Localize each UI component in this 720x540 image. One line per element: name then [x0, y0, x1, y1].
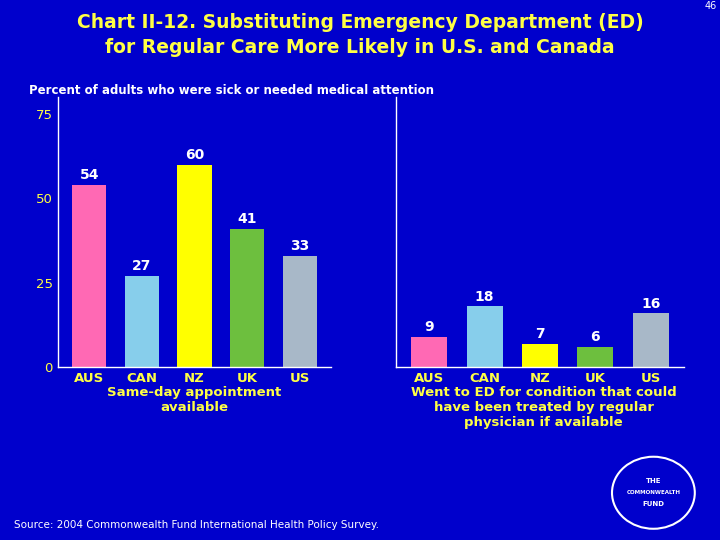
Bar [577, 347, 613, 367]
Text: 33: 33 [290, 239, 310, 253]
Bar [230, 229, 264, 367]
Text: 27: 27 [132, 259, 151, 273]
Text: Chart II-12. Substituting Emergency Department (ED): Chart II-12. Substituting Emergency Depa… [76, 14, 644, 32]
Bar [282, 256, 317, 367]
Text: 9: 9 [424, 320, 434, 334]
Text: 16: 16 [641, 296, 660, 310]
Text: Percent of adults who were sick or needed medical attention: Percent of adults who were sick or neede… [29, 84, 433, 97]
Text: 41: 41 [238, 212, 257, 226]
Text: for Regular Care More Likely in U.S. and Canada: for Regular Care More Likely in U.S. and… [105, 38, 615, 57]
Bar [72, 185, 107, 367]
Text: 18: 18 [475, 290, 495, 303]
Text: Source: 2004 Commonwealth Fund International Health Policy Survey.: Source: 2004 Commonwealth Fund Internati… [14, 520, 379, 530]
Bar [522, 343, 558, 367]
Text: 7: 7 [535, 327, 545, 341]
Text: 46: 46 [704, 1, 716, 11]
Text: Same-day appointment
available: Same-day appointment available [107, 386, 282, 414]
Text: 54: 54 [79, 168, 99, 183]
Bar [125, 276, 159, 367]
Bar [633, 313, 669, 367]
Bar [177, 165, 212, 367]
Text: THE: THE [646, 478, 661, 484]
Bar [411, 337, 447, 367]
Bar [467, 306, 503, 367]
Text: FUND: FUND [642, 502, 665, 508]
Text: 60: 60 [185, 148, 204, 162]
Text: COMMONWEALTH: COMMONWEALTH [626, 490, 680, 495]
Text: Went to ED for condition that could
have been treated by regular
physician if av: Went to ED for condition that could have… [410, 386, 677, 429]
Text: 6: 6 [590, 330, 600, 345]
